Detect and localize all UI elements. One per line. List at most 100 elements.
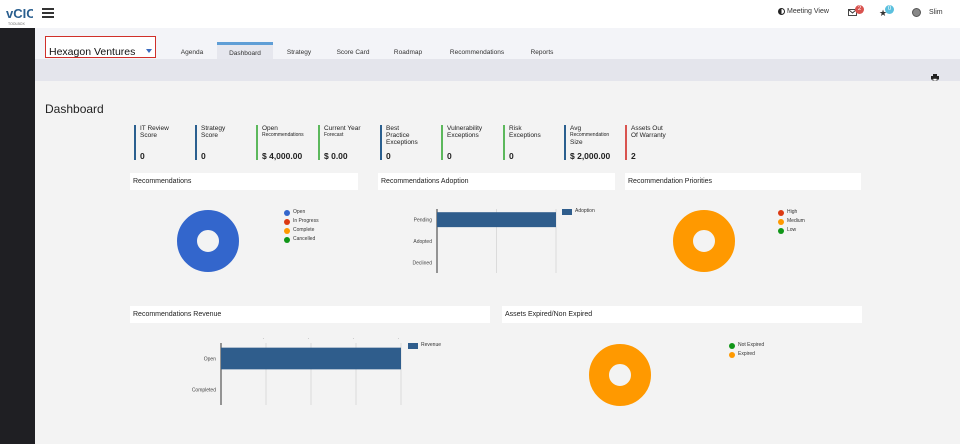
tab-score-card[interactable]: Score Card	[336, 49, 370, 56]
stat-value: 0	[509, 151, 514, 161]
top-bar: vCIO TOOLBOX Meeting View 2 ★ 0 Slim	[0, 0, 960, 28]
stat-sublabel: Recommendations	[262, 132, 304, 138]
legend-swatch	[562, 208, 572, 215]
y-category-label: Open	[204, 357, 216, 363]
bar-open[interactable]	[221, 347, 401, 370]
legend-item-revenue[interactable]: Revenue	[408, 341, 441, 350]
tab-recommendations[interactable]: Recommendations	[449, 49, 505, 56]
legend-item-open[interactable]: Open	[284, 208, 319, 217]
legend-dot	[729, 351, 735, 358]
revenue-bar-chart[interactable]: 0 1,000 2,000 3,000 4,000 Open Completed	[180, 338, 420, 418]
revenue-legend: Revenue	[408, 341, 441, 350]
favorites-button[interactable]: ★ 0	[879, 5, 896, 18]
star-icon: ★	[879, 7, 888, 18]
x-tick-label: 0	[220, 338, 223, 340]
mail-count-badge: 2	[855, 5, 864, 14]
stat-label: Open	[262, 125, 278, 132]
legend-label: Cancelled	[293, 236, 316, 242]
legend-dot	[284, 227, 290, 234]
tab-reports[interactable]: Reports	[530, 49, 554, 56]
stat-label: Exceptions	[509, 132, 541, 139]
stat-value: 0	[140, 151, 145, 161]
adoption-bar-chart[interactable]: 0 1 2 Pending Adopted Declined	[400, 204, 600, 284]
pie-slice-expired[interactable]	[589, 344, 651, 406]
print-icon[interactable]	[931, 74, 939, 81]
legend-item-in-progress[interactable]: In Progress	[284, 217, 319, 226]
legend-item-expired[interactable]: Expired	[729, 350, 764, 359]
stat-current-year-forecast[interactable]: Current Year Forecast $ 0.00	[318, 125, 378, 160]
stat-sublabel: Forecast	[324, 132, 344, 138]
stat-label: Exceptions	[447, 132, 479, 139]
pie-slice-open[interactable]	[177, 210, 239, 272]
stat-avg-recommendation-size[interactable]: Avg Recommendation Size $ 2,000.00	[564, 125, 624, 160]
legend-label: Adoption	[575, 208, 595, 214]
logo-text: vCIO	[6, 6, 33, 21]
stat-label: Practice	[386, 132, 410, 139]
stat-vulnerability-exceptions[interactable]: Vulnerability Exceptions 0	[441, 125, 499, 160]
adoption-legend: Adoption	[562, 207, 595, 216]
meeting-view-toggle[interactable]: Meeting View	[778, 8, 829, 15]
tab-agenda[interactable]: Agenda	[180, 49, 204, 56]
y-category-label: Declined	[413, 260, 433, 266]
stat-label: Avg	[570, 125, 582, 132]
recommendations-legend: Open In Progress Complete Cancelled	[284, 208, 319, 244]
priorities-donut-chart[interactable]	[671, 208, 737, 274]
legend-item-complete[interactable]: Complete	[284, 226, 319, 235]
assets-donut-chart[interactable]	[587, 342, 653, 408]
legend-item-cancelled[interactable]: Cancelled	[284, 235, 319, 244]
x-tick-label: 2	[555, 204, 558, 206]
legend-item-medium[interactable]: Medium	[778, 217, 805, 226]
assets-legend: Not Expired Expired	[729, 341, 764, 359]
stat-label: Current Year	[324, 125, 361, 132]
legend-dot	[284, 209, 290, 216]
stat-value: 2	[631, 151, 636, 161]
tab-roadmap[interactable]: Roadmap	[393, 49, 423, 56]
stat-label: Vulnerability	[447, 125, 483, 132]
x-tick-label: 1	[495, 204, 498, 206]
x-tick-label: 0	[436, 204, 439, 206]
stat-strategy-score[interactable]: Strategy Score 0	[195, 125, 253, 160]
x-tick-label: 3,000	[350, 338, 363, 340]
tabs-row: Hexagon Ventures Agenda Dashboard Strate…	[35, 28, 960, 59]
logo-subtext: TOOLBOX	[8, 22, 26, 26]
stat-value: 0	[447, 151, 452, 161]
dropdown-caret-icon	[146, 49, 152, 53]
legend-dot	[778, 209, 784, 216]
y-category-label: Pending	[414, 218, 433, 224]
y-category-label: Adopted	[413, 239, 432, 245]
page-title: Dashboard	[45, 102, 104, 116]
stat-label: Size	[570, 139, 583, 146]
hamburger-menu-icon[interactable]	[42, 8, 54, 18]
stat-value: 0	[201, 151, 206, 161]
legend-item-low[interactable]: Low	[778, 226, 805, 235]
vcio-logo[interactable]: vCIO TOOLBOX	[5, 3, 33, 27]
stat-label: IT Review	[140, 125, 169, 132]
legend-label: In Progress	[293, 218, 319, 224]
stat-value: 0	[386, 151, 391, 161]
stat-value: $ 4,000.00	[262, 151, 303, 161]
legend-dot	[284, 236, 290, 243]
mail-button[interactable]: 2	[848, 5, 866, 17]
stat-open-recommendations[interactable]: Open Recommendations $ 4,000.00	[256, 125, 316, 160]
tab-dashboard[interactable]: Dashboard	[217, 42, 273, 59]
tab-strategy[interactable]: Strategy	[286, 49, 312, 56]
legend-label: Open	[293, 209, 306, 215]
legend-item-adoption[interactable]: Adoption	[562, 207, 595, 216]
legend-item-high[interactable]: High	[778, 208, 805, 217]
toolbar-band	[35, 59, 960, 81]
stat-it-review-score[interactable]: IT Review Score 0	[134, 125, 192, 160]
pie-slice-medium[interactable]	[673, 210, 735, 272]
stat-best-practice-exceptions[interactable]: Best Practice Exceptions 0	[380, 125, 438, 160]
legend-item-not-expired[interactable]: Not Expired	[729, 341, 764, 350]
x-tick-label: 1,000	[260, 338, 273, 340]
stat-label: Best	[386, 125, 400, 132]
bar-pending[interactable]	[437, 212, 556, 228]
priorities-panel-title: Recommendation Priorities	[625, 173, 861, 190]
company-select[interactable]: Hexagon Ventures	[45, 36, 156, 58]
stat-assets-out-of-warranty[interactable]: Assets Out Of Warranty 2	[625, 125, 685, 160]
recommendations-donut-chart[interactable]	[175, 208, 241, 274]
user-menu[interactable]: Slim	[912, 8, 943, 17]
stat-label: Risk	[509, 125, 522, 132]
stat-risk-exceptions[interactable]: Risk Exceptions 0	[503, 125, 561, 160]
assets-panel-title: Assets Expired/Non Expired	[502, 306, 862, 323]
